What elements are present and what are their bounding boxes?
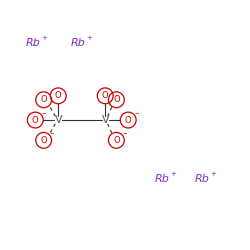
- Text: O: O: [113, 136, 120, 145]
- Text: +: +: [210, 171, 216, 177]
- Text: O: O: [40, 95, 47, 104]
- Text: +: +: [170, 171, 176, 177]
- Text: −: −: [41, 110, 46, 116]
- Text: Rb: Rb: [194, 174, 209, 184]
- Text: +: +: [42, 35, 48, 41]
- Text: V: V: [102, 115, 109, 125]
- Text: Rb: Rb: [155, 174, 170, 184]
- Text: O: O: [32, 116, 38, 124]
- Text: Rb: Rb: [26, 38, 41, 48]
- Text: +: +: [86, 35, 92, 41]
- Text: O: O: [102, 91, 108, 100]
- Text: O: O: [55, 91, 62, 100]
- Text: O: O: [40, 136, 47, 145]
- Text: −: −: [50, 131, 54, 136]
- Text: −: −: [134, 110, 139, 116]
- Text: Rb: Rb: [70, 38, 86, 48]
- Text: O: O: [125, 116, 132, 124]
- Text: O: O: [113, 95, 120, 104]
- Text: V: V: [54, 115, 62, 125]
- Text: −: −: [122, 131, 127, 136]
